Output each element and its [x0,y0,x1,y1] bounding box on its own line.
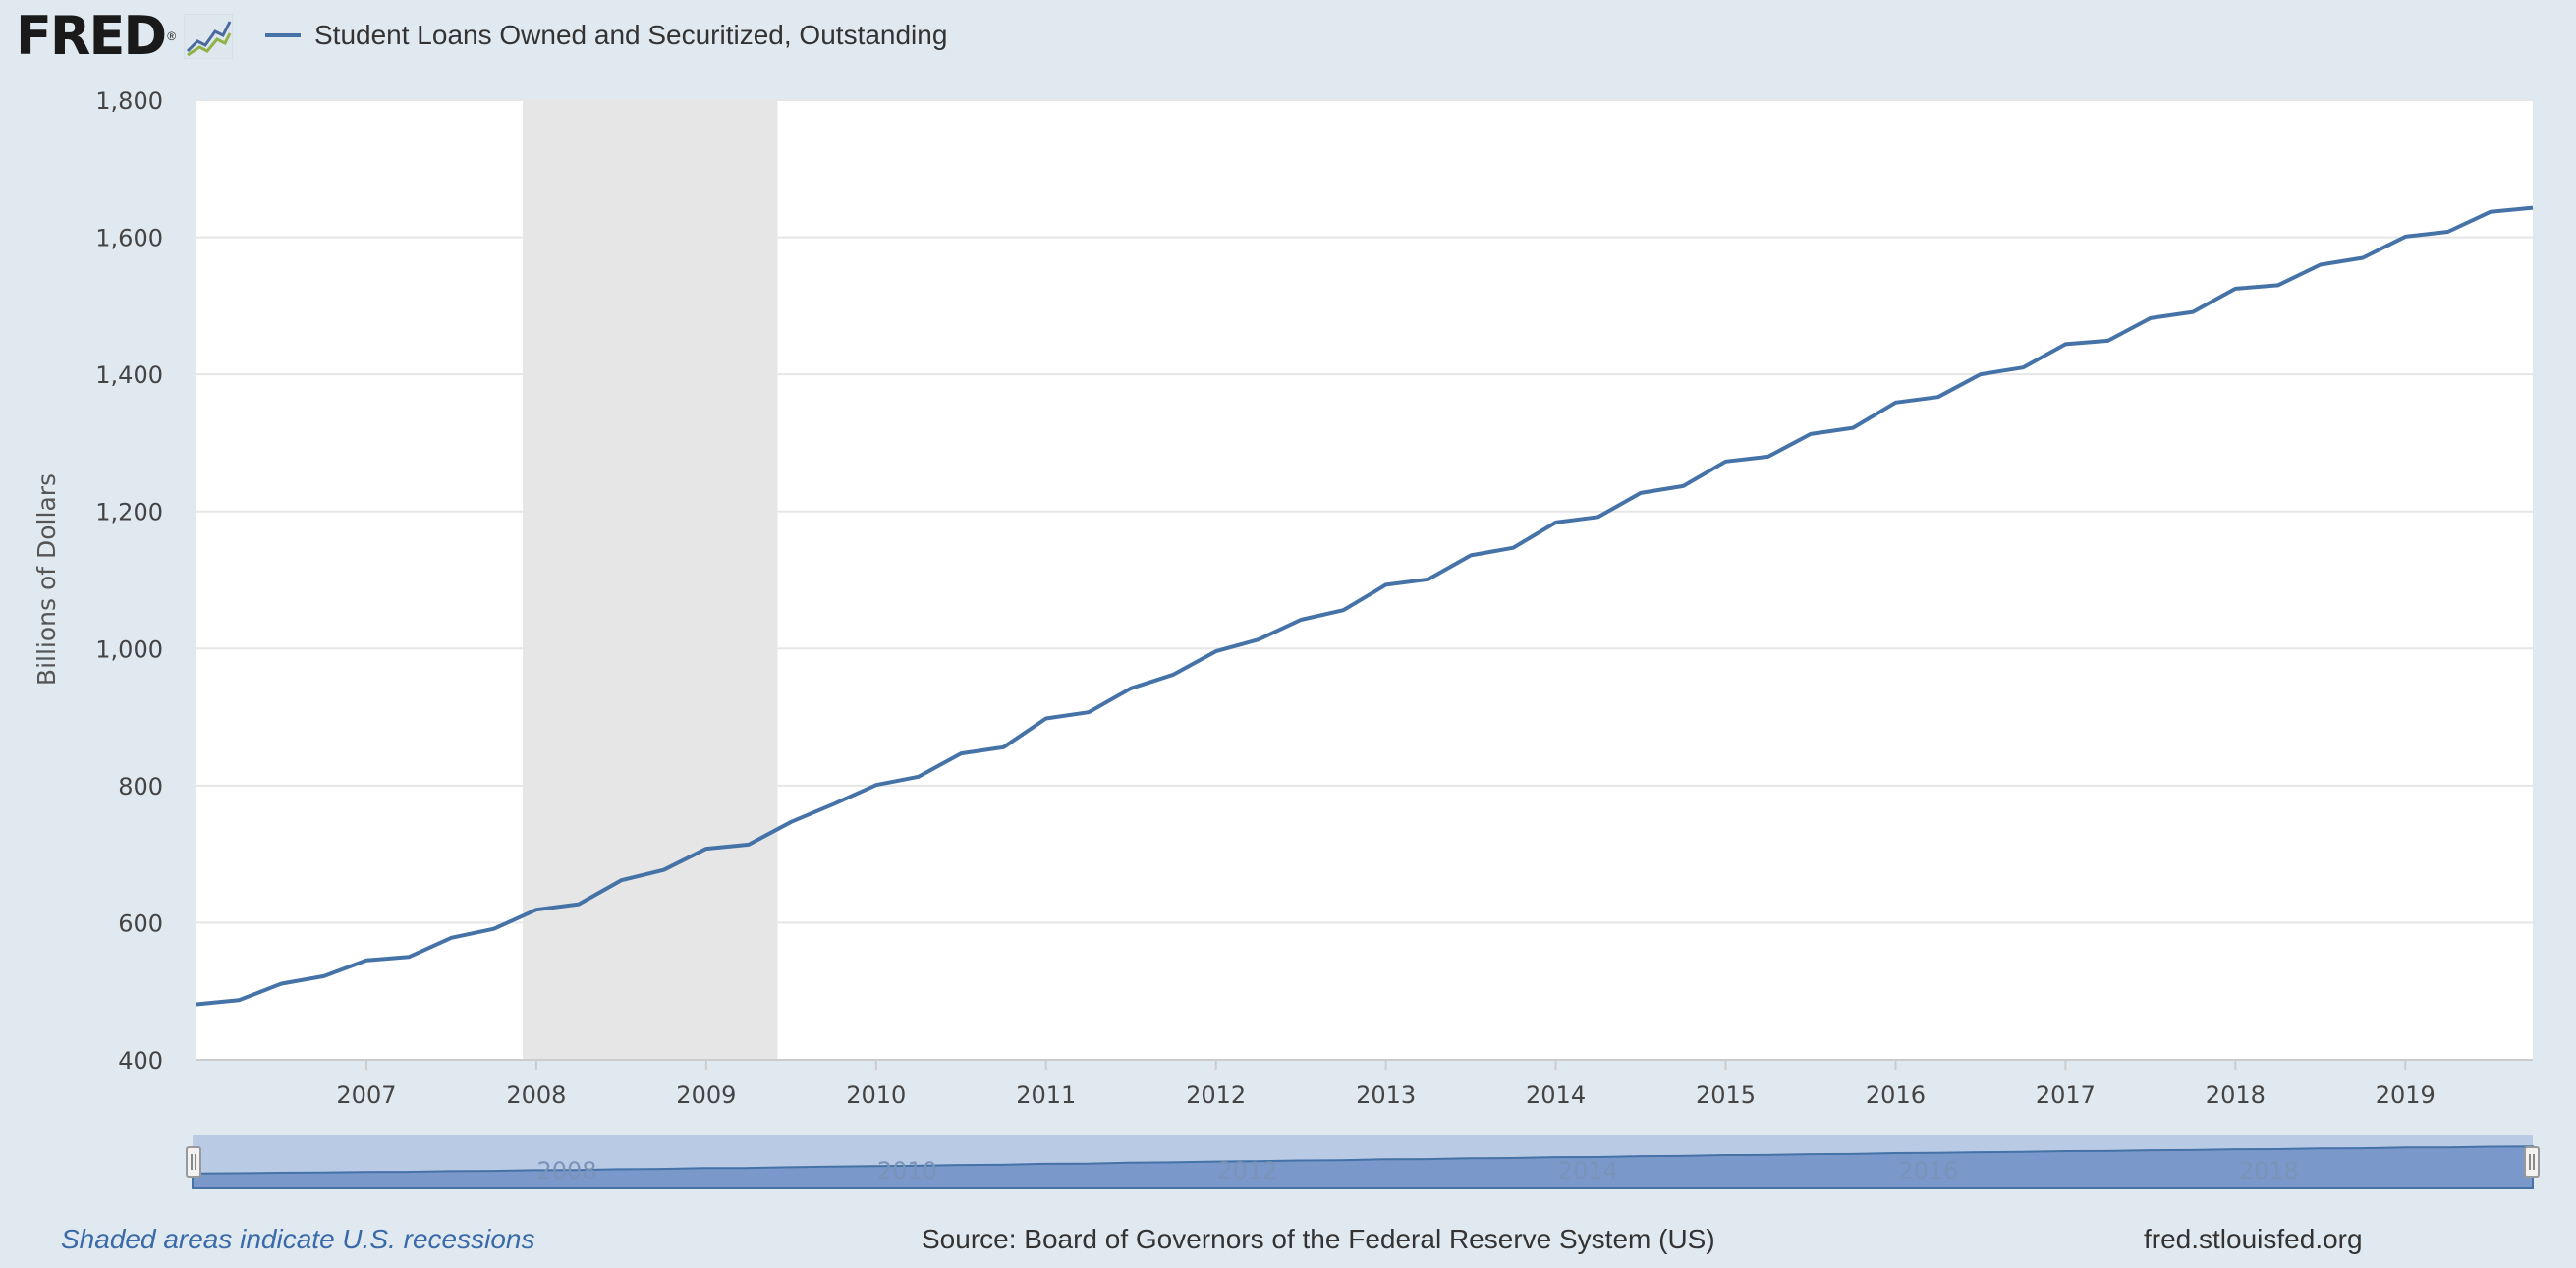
fred-logo[interactable]: FRED ® [16,4,234,69]
series-line[interactable] [196,205,2534,1007]
y-tick-label: 400 [118,1047,163,1075]
navigator-labels: 2008 2010 2012 2014 2016 2018 [536,1157,2298,1185]
x-tick-label: 2016 [1866,1081,1926,1109]
chart-legend[interactable]: Student Loans Owned and Securitized, Out… [265,14,947,57]
recession-layer [523,100,778,1060]
x-tick-label: 2018 [2206,1081,2266,1109]
x-axis-ticks: 2007 2008 2009 2010 2011 2012 2013 2014 2015 2016… [196,1059,2533,1109]
x-tick-label: 2017 [2036,1081,2096,1109]
navigator-year-label: 2010 [877,1157,937,1185]
legend-series-swatch [265,33,301,37]
y-tick-label: 1,000 [95,635,163,663]
navigator-year-label: 2014 [1558,1157,1618,1185]
navigator-series-area [192,1145,2534,1189]
site-link[interactable]: fred.stlouisfed.org [2144,1224,2363,1254]
source-note: Source: Board of Governors of the Federa… [922,1224,1715,1254]
y-tick-label: 1,200 [95,499,163,526]
range-navigator[interactable]: 2008 2010 2012 2014 2016 2018 [186,1135,2540,1189]
x-tick-label: 2019 [2376,1081,2436,1109]
x-tick-label: 2009 [676,1081,736,1109]
y-tick-label: 800 [118,773,163,800]
range-handle-left-icon[interactable] [186,1146,201,1178]
y-tick-label: 600 [118,910,163,937]
navigator-year-label: 2018 [2239,1157,2299,1185]
y-axis-ticks: 400 600 800 1,000 1,200 1,400 1,600 1,800 [95,87,163,1075]
x-tick-label: 2011 [1016,1081,1076,1109]
range-handle-right-icon[interactable] [2524,1146,2540,1178]
x-tick-label: 2014 [1526,1081,1586,1109]
navigator-year-label: 2008 [536,1157,596,1185]
y-tick-label: 1,400 [95,361,163,389]
x-tick-label: 2012 [1186,1081,1246,1109]
x-tick-label: 2007 [336,1081,396,1109]
y-tick-label: 1,800 [95,87,163,115]
legend-series-label[interactable]: Student Loans Owned and Securitized, Out… [314,20,948,50]
navigator-year-label: 2016 [1898,1157,1958,1185]
navigator-year-label: 2012 [1217,1157,1277,1185]
fred-logo-text: FRED [16,5,167,67]
y-axis-label: Billions of Dollars [32,473,61,686]
registered-mark: ® [167,29,177,43]
recession-note: Shaded areas indicate U.S. recessions [61,1224,535,1254]
x-tick-label: 2010 [846,1081,906,1109]
x-tick-label: 2015 [1696,1081,1756,1109]
y-tick-label: 1,600 [95,225,163,252]
x-tick-label: 2013 [1356,1081,1416,1109]
line-chart-icon [184,14,234,59]
x-tick-label: 2008 [506,1081,566,1109]
recession-band [523,100,778,1060]
series-layer [196,205,2534,1007]
